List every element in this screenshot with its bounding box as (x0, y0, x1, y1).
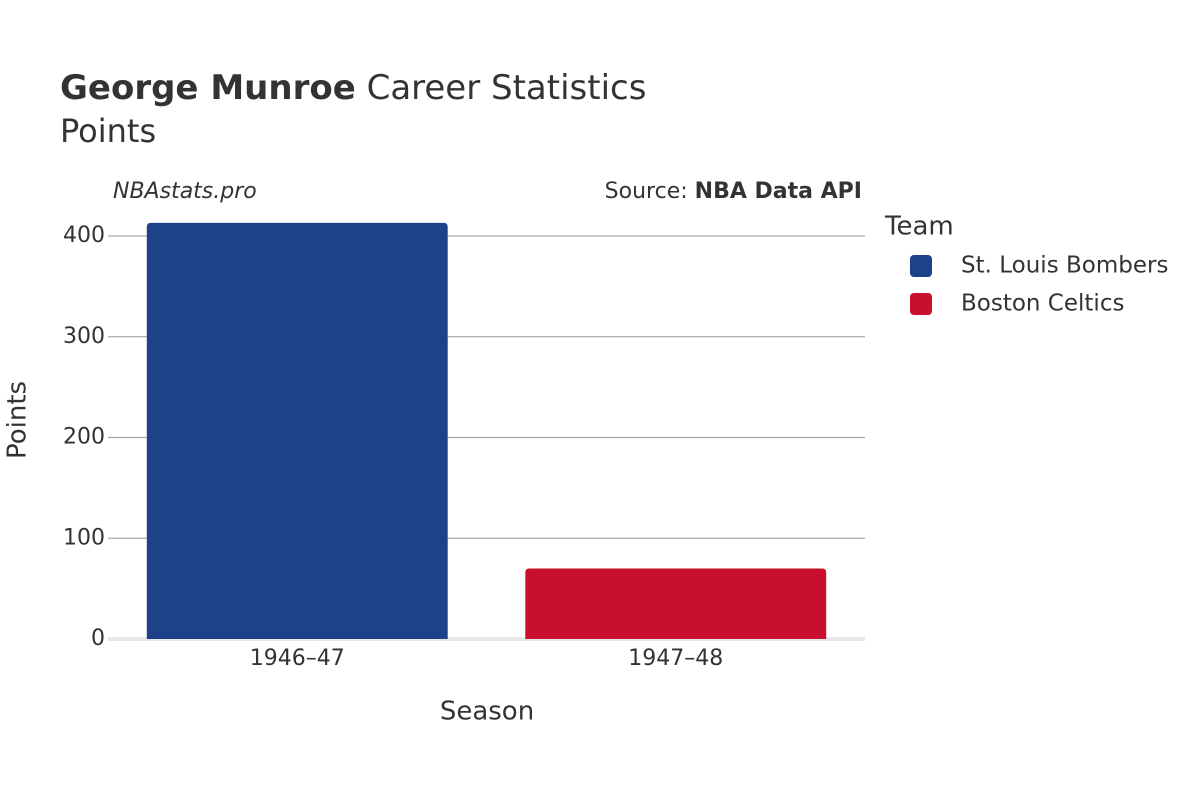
chart-subtitle: Points (60, 112, 156, 150)
x-tick-label: 1947–48 (628, 646, 723, 671)
title-bold: George Munroe (60, 68, 356, 108)
chart-title: George Munroe Career Statistics (60, 68, 646, 108)
y-tick-label: 200 (63, 425, 105, 450)
source-prefix: Source: (605, 179, 688, 204)
source-name: NBA Data API (695, 179, 862, 204)
legend-swatch (910, 255, 932, 277)
title-rest: Career Statistics (367, 68, 647, 108)
y-tick-label: 300 (63, 324, 105, 349)
bar (146, 222, 448, 639)
x-tick-label: 1946–47 (250, 646, 345, 671)
bar (525, 568, 827, 639)
legend-label: Boston Celtics (961, 291, 1124, 317)
x-axis-label: Season (440, 697, 534, 727)
legend-label: St. Louis Bombers (961, 253, 1168, 279)
legend-title: Team (884, 212, 954, 242)
y-tick-label: 0 (91, 626, 105, 651)
y-tick-label: 400 (63, 223, 105, 248)
y-tick-label: 100 (63, 525, 105, 550)
y-axis-label: Points (3, 381, 33, 459)
watermark: NBAstats.pro (113, 179, 257, 204)
legend-swatch (910, 293, 932, 315)
source: Source: NBA Data API (605, 179, 862, 204)
